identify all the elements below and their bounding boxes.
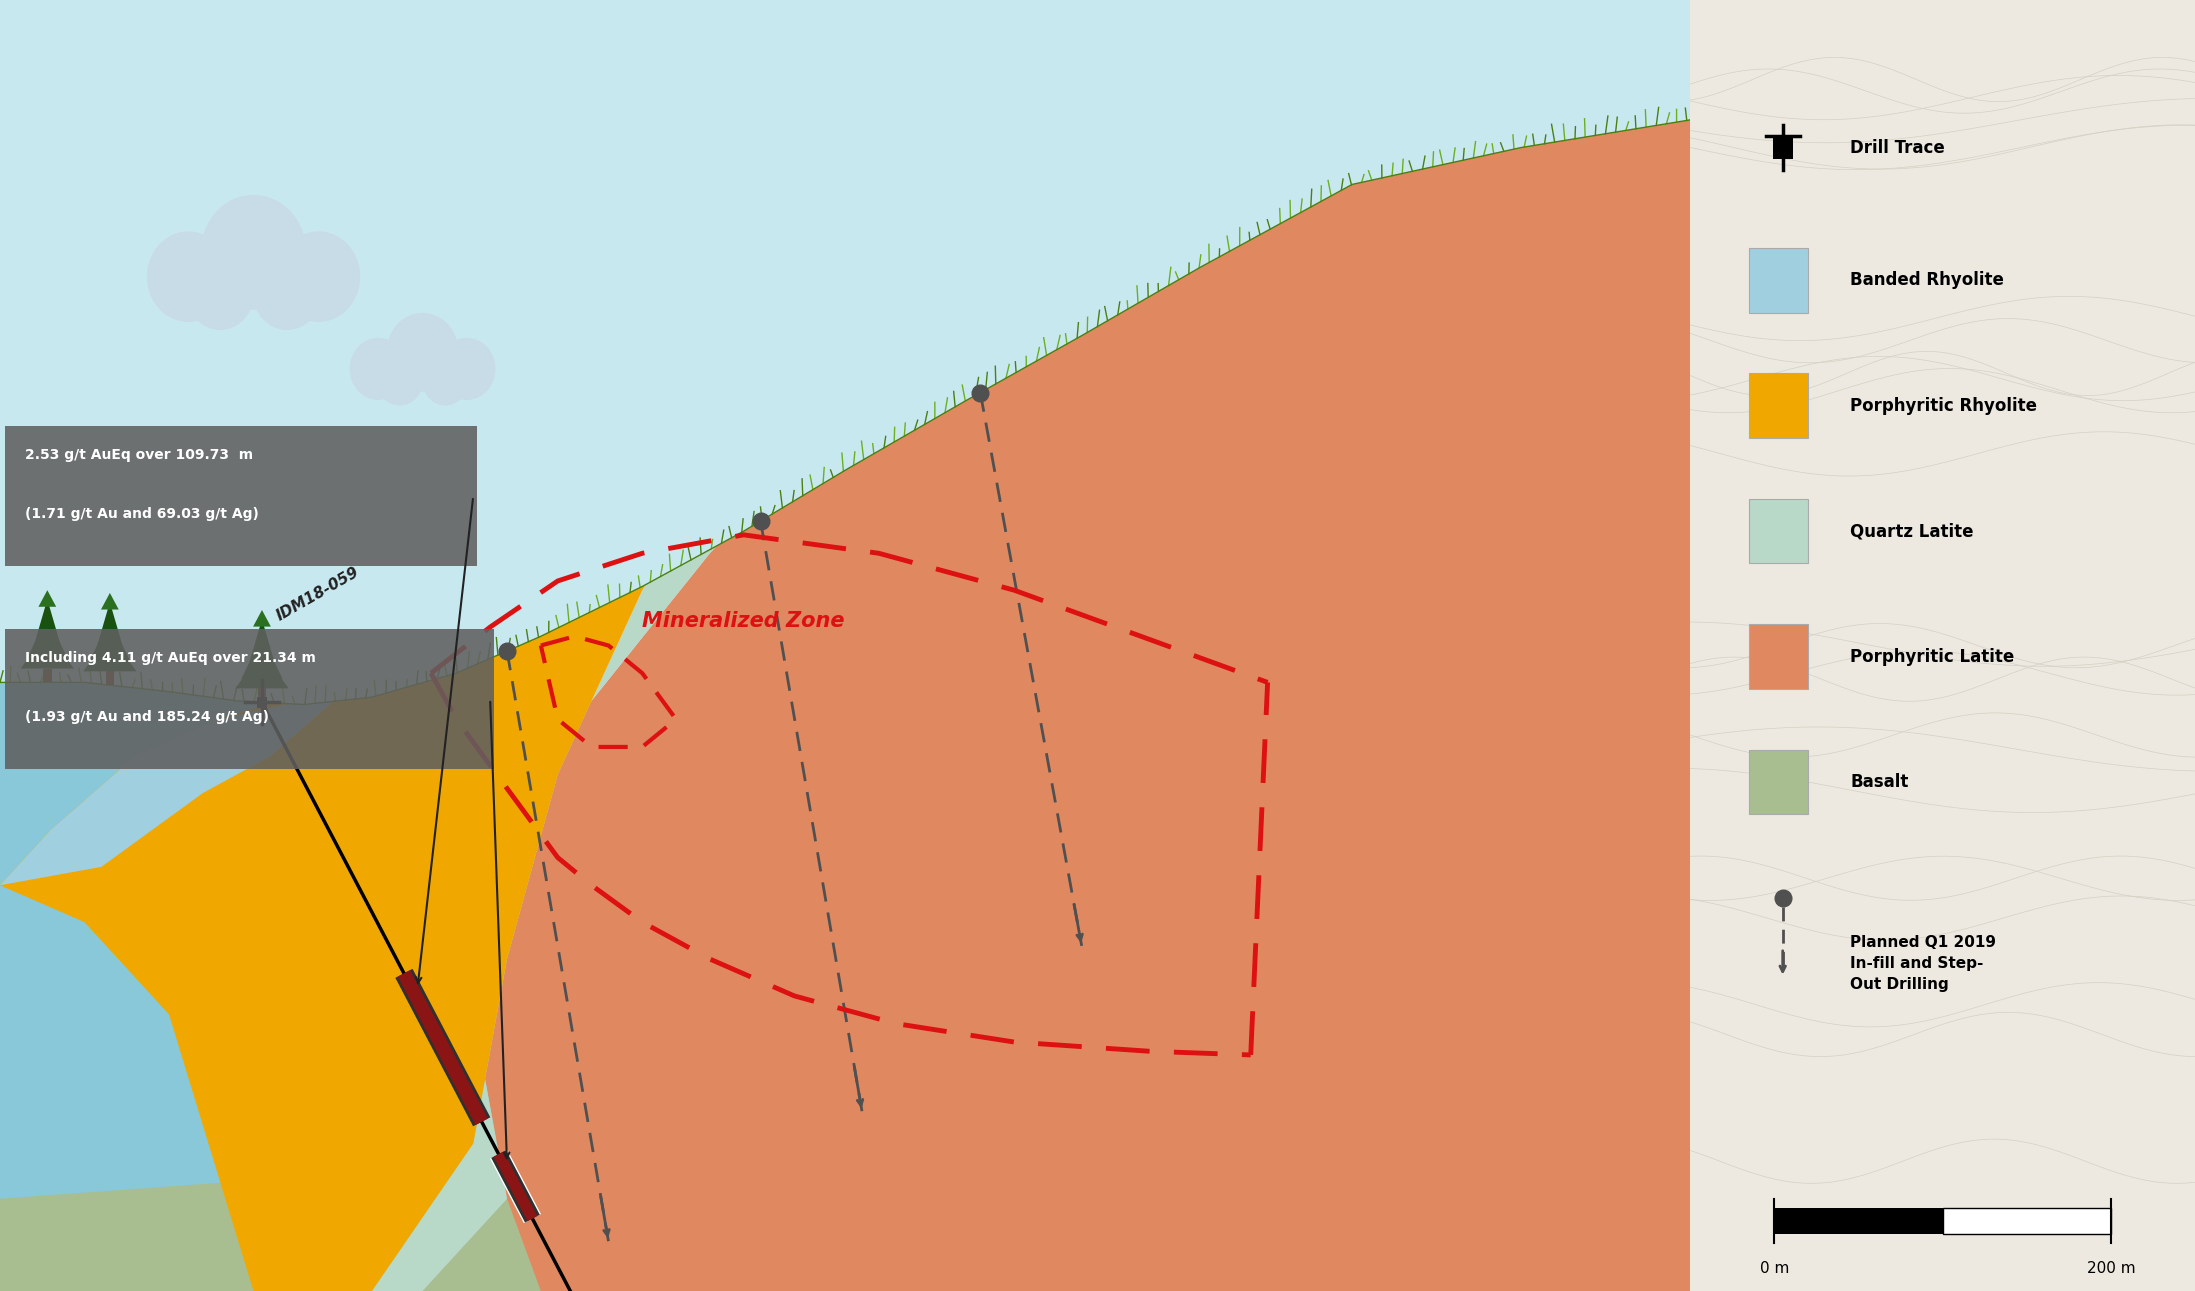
Circle shape	[255, 257, 320, 329]
Polygon shape	[0, 0, 1488, 1291]
FancyBboxPatch shape	[4, 629, 494, 769]
Text: (1.93 g/t Au and 185.24 g/t Ag): (1.93 g/t Au and 185.24 g/t Ag)	[26, 710, 270, 724]
Bar	[1749, 625, 1809, 689]
Text: (1.71 g/t Au and 69.03 g/t Ag): (1.71 g/t Au and 69.03 g/t Ag)	[26, 507, 259, 522]
Circle shape	[351, 338, 406, 399]
Polygon shape	[248, 620, 277, 670]
Polygon shape	[26, 616, 68, 660]
Polygon shape	[0, 646, 1690, 1291]
Polygon shape	[235, 652, 288, 688]
Polygon shape	[0, 0, 1352, 886]
Bar	[257, 697, 268, 707]
Text: Planned Q1 2019
In-fill and Step-
Out Drilling: Planned Q1 2019 In-fill and Step- Out Dr…	[1850, 935, 1995, 991]
Polygon shape	[101, 593, 119, 609]
Polygon shape	[252, 609, 270, 626]
Bar	[1943, 1208, 2112, 1234]
Polygon shape	[83, 634, 136, 671]
Bar	[1774, 137, 1793, 159]
Circle shape	[424, 355, 468, 405]
Bar	[1749, 373, 1809, 438]
Polygon shape	[241, 635, 283, 679]
Polygon shape	[33, 599, 61, 651]
Text: Porphyritic Rhyolite: Porphyritic Rhyolite	[1850, 396, 2037, 414]
Circle shape	[439, 338, 494, 399]
Polygon shape	[20, 631, 75, 669]
Polygon shape	[90, 618, 130, 662]
Bar	[1749, 750, 1809, 815]
Text: Quartz Latite: Quartz Latite	[1850, 522, 1973, 540]
Polygon shape	[0, 683, 931, 1291]
Text: 2.53 g/t AuEq over 109.73  m: 2.53 g/t AuEq over 109.73 m	[26, 448, 252, 462]
Polygon shape	[474, 0, 1690, 1291]
Text: 0 m: 0 m	[1760, 1260, 1789, 1276]
Bar	[105, 671, 114, 686]
Circle shape	[378, 355, 424, 405]
Circle shape	[386, 314, 459, 391]
Polygon shape	[40, 590, 57, 607]
Text: Drill Trace: Drill Trace	[1850, 138, 1945, 156]
Polygon shape	[94, 602, 125, 653]
Text: IDM18-059: IDM18-059	[274, 564, 362, 624]
Text: 200 m: 200 m	[2087, 1260, 2136, 1276]
Text: Banded Rhyolite: Banded Rhyolite	[1850, 271, 2004, 289]
Circle shape	[202, 195, 305, 309]
Text: Mineralized Zone: Mineralized Zone	[643, 611, 845, 631]
Bar	[44, 669, 50, 683]
Bar	[1774, 1208, 1943, 1234]
Polygon shape	[0, 0, 1690, 705]
Polygon shape	[371, 0, 1607, 1291]
Text: Basalt: Basalt	[1850, 773, 1907, 791]
Bar	[1749, 498, 1809, 563]
FancyBboxPatch shape	[4, 426, 476, 567]
Bar	[1749, 248, 1809, 312]
Circle shape	[147, 232, 228, 321]
Circle shape	[279, 232, 360, 321]
Bar	[257, 688, 266, 702]
Circle shape	[187, 257, 255, 329]
Text: Including 4.11 g/t AuEq over 21.34 m: Including 4.11 g/t AuEq over 21.34 m	[26, 651, 316, 665]
Text: Porphyritic Latite: Porphyritic Latite	[1850, 648, 2015, 666]
